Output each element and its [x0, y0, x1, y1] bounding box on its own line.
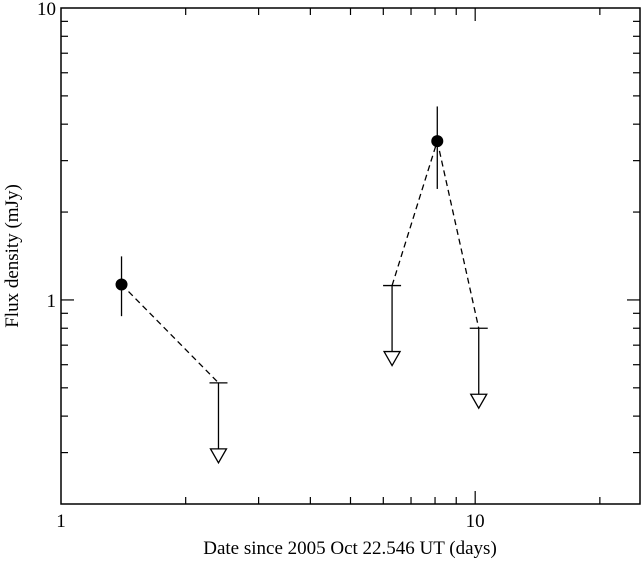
detection [115, 256, 128, 317]
axis-ticks [61, 8, 640, 504]
y-axis-label: Flux density (mJy) [2, 184, 23, 328]
x-axis-label: Date since 2005 Oct 22.546 UT (days) [203, 538, 497, 559]
x-tick-label: 1 [56, 511, 66, 532]
upper-limit-arrow [469, 393, 488, 410]
y-tick-label: 1 [47, 291, 57, 312]
dashed-connector [436, 140, 480, 329]
detections [115, 106, 444, 317]
upper-limit [382, 284, 402, 367]
x-tick-label: 10 [466, 511, 485, 532]
dashed-connectors [121, 140, 480, 384]
upper-limit-arrow [209, 448, 228, 465]
plot-frame [60, 7, 641, 505]
dashed-connector [121, 283, 219, 384]
data-point [115, 278, 128, 291]
detection [431, 106, 444, 189]
axis-tick-labels: 1 10 1 10 [37, 0, 485, 532]
y-tick-label: 10 [37, 0, 56, 20]
upper-limit [469, 327, 488, 410]
upper-limits [209, 284, 488, 465]
dashed-connector [391, 140, 438, 286]
data-point [431, 135, 444, 148]
upper-limit-arrow [382, 350, 402, 367]
upper-limit [209, 382, 228, 465]
